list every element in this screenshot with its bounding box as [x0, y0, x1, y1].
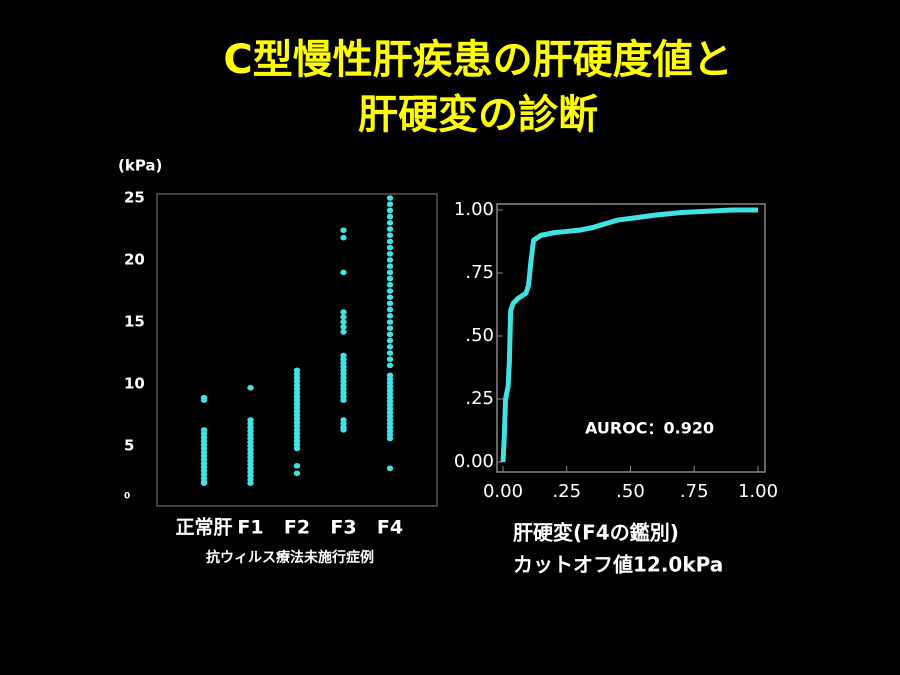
x-axis-label: 抗ウィルス療法未施行症例: [206, 549, 374, 566]
y-tick-label: 25: [124, 189, 145, 207]
data-point: [340, 324, 347, 330]
y-tick-label: .75: [465, 262, 494, 283]
data-point: [386, 195, 394, 201]
data-point: [386, 356, 394, 363]
data-point: [200, 394, 208, 401]
data-point: [386, 435, 394, 442]
data-point: [386, 220, 394, 226]
data-point: [293, 463, 301, 469]
y-tick-label: 1.00: [454, 199, 494, 220]
x-tick-label: 1.00: [738, 481, 778, 502]
data-point: [386, 294, 394, 301]
data-point: [386, 226, 394, 232]
x-tick-label: 0.00: [483, 481, 523, 502]
data-point: [340, 227, 347, 234]
y-tick-label: 5: [124, 437, 134, 455]
data-point: [340, 234, 347, 241]
title-line: C型慢性肝疾患の肝硬度値と: [223, 37, 732, 83]
annotation: AUROC：0.920: [585, 419, 714, 438]
data-point: [340, 309, 347, 315]
data-point: [386, 288, 394, 294]
data-point: [386, 244, 394, 251]
data-point: [386, 207, 394, 214]
x-tick-label: 正常肝: [175, 516, 232, 539]
data-point: [386, 263, 394, 270]
data-point: [386, 213, 394, 220]
data-point: [386, 344, 394, 350]
note: 肝硬変(F4の鑑別): [513, 521, 679, 545]
y-tick-label: 10: [124, 375, 145, 393]
x-tick-label: F2: [284, 517, 310, 539]
y-tick-label: .50: [465, 325, 494, 346]
data-point: [386, 282, 394, 288]
plot-frame: [156, 193, 438, 507]
data-point: [386, 337, 394, 344]
data-point: [386, 201, 394, 207]
x-tick-label: F3: [330, 517, 356, 539]
data-point: [386, 269, 394, 276]
data-point: [340, 397, 347, 403]
data-point: [386, 238, 394, 245]
data-point: [386, 331, 394, 338]
data-point: [340, 314, 347, 320]
data-point: [386, 362, 394, 369]
data-point: [386, 300, 394, 307]
x-tick-label: .75: [680, 481, 709, 502]
data-point: [386, 325, 394, 332]
y-tick-label: .25: [465, 388, 494, 409]
y-axis-label: (kPa): [118, 157, 162, 175]
data-point: [386, 465, 394, 472]
data-point: [386, 275, 394, 282]
x-tick-label: .25: [552, 481, 581, 502]
data-point: [247, 384, 254, 391]
y-tick-label: 0: [124, 492, 130, 502]
data-point: [293, 445, 301, 452]
y-tick-label: 20: [124, 251, 145, 269]
data-point: [247, 480, 254, 487]
x-tick-label: F4: [377, 517, 403, 539]
title-line: 肝硬変の診断: [358, 92, 598, 138]
data-point: [293, 470, 301, 477]
data-point: [386, 257, 394, 263]
y-tick-label: 0.00: [454, 451, 494, 472]
x-tick-label: .50: [616, 481, 645, 502]
data-point: [386, 319, 394, 325]
data-point: [386, 313, 394, 319]
data-point: [340, 269, 347, 276]
data-point: [386, 251, 394, 257]
data-point: [200, 480, 208, 487]
x-tick-label: F1: [237, 517, 263, 539]
y-tick-label: 15: [124, 313, 145, 331]
data-point: [386, 350, 394, 356]
note: カットオフ値12.0kPa: [513, 553, 723, 577]
data-point: [386, 306, 394, 313]
roc-curve: [500, 207, 758, 463]
data-point: [340, 427, 347, 433]
data-point: [340, 329, 347, 335]
data-point: [340, 319, 347, 325]
data-point: [386, 232, 394, 238]
